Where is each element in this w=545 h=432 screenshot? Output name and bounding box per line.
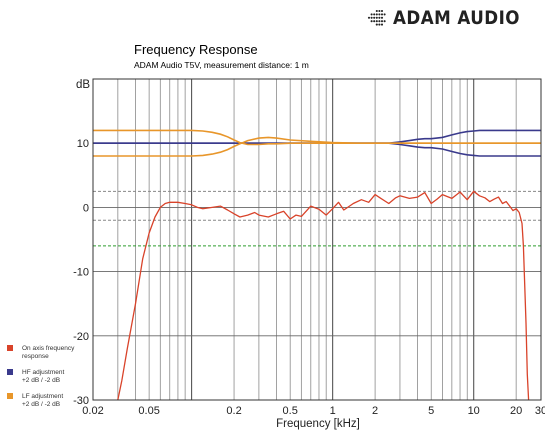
- y-tick-label: 0: [83, 202, 89, 214]
- logo-dot: [380, 9, 383, 13]
- series-line-1-upper: [93, 129, 541, 144]
- x-tick-label: 30: [535, 405, 545, 417]
- logo-dot: [383, 20, 386, 23]
- y-tick-label: -10: [73, 267, 89, 279]
- logo-dot: [375, 23, 378, 26]
- logo-dot: [380, 16, 383, 19]
- logo-dot: [378, 9, 381, 13]
- x-tick-label: 0.5: [283, 405, 298, 417]
- logo-dot: [372, 20, 375, 23]
- adam-audio-logo-icon: [367, 9, 386, 26]
- legend-label: response: [22, 353, 49, 360]
- logo-dot: [370, 20, 373, 23]
- x-tick-label: 0.02: [82, 405, 103, 417]
- y-tick-label: -30: [73, 395, 89, 407]
- logo-dot: [383, 13, 386, 16]
- x-tick-label: 2: [372, 405, 378, 417]
- y-tick-label: 10: [77, 138, 89, 150]
- legend-swatch: [7, 369, 13, 375]
- data-series: [93, 129, 541, 400]
- legend-label: +2 dB / -2 dB: [22, 377, 60, 384]
- logo-dot: [372, 16, 375, 19]
- logo-dot: [378, 23, 381, 26]
- logo-dot: [370, 16, 373, 19]
- y-axis-ticks: 10 0 -10 -20 -30: [73, 138, 89, 407]
- logo-dot: [367, 16, 370, 19]
- x-tick-label: 1: [330, 405, 336, 417]
- series-line-0: [117, 190, 530, 400]
- series-line-2-lower: [93, 136, 541, 157]
- chart-title: Frequency Response: [134, 42, 258, 57]
- y-tick-label: -20: [73, 331, 89, 343]
- x-tick-label: 0.05: [138, 405, 159, 417]
- x-axis-ticks: 0.02 0.05 0.2 0.5 1 2 5 10 20 30: [82, 405, 545, 417]
- brand-name: ADAM AUDIO: [392, 7, 520, 29]
- series-line-1-lower: [93, 142, 541, 157]
- x-tick-label: 10: [468, 405, 480, 417]
- logo-dot: [378, 13, 381, 16]
- legend-label: LF adjustment: [22, 393, 63, 400]
- legend-swatch: [7, 393, 13, 399]
- logo-dot: [380, 23, 383, 26]
- x-axis-label: Frequency [kHz]: [276, 418, 360, 430]
- x-tick-label: 0.2: [226, 405, 241, 417]
- logo-dot: [370, 13, 373, 16]
- legend-swatch: [7, 345, 13, 351]
- legend-label: HF adjustment: [22, 369, 64, 376]
- y-axis-label: dB: [76, 79, 90, 91]
- chart-subtitle: ADAM Audio T5V, measurement distance: 1 …: [134, 60, 309, 70]
- logo-dot: [378, 20, 381, 23]
- logo-dot: [375, 9, 378, 13]
- x-tick-label: 5: [428, 405, 434, 417]
- logo-dot: [372, 13, 375, 16]
- x-tick-label: 20: [510, 405, 522, 417]
- logo-dot: [380, 13, 383, 16]
- logo-dot: [380, 20, 383, 23]
- plot-frame: [92, 78, 542, 401]
- logo-dot: [375, 13, 378, 16]
- legend-label: On axis frequency: [22, 345, 75, 352]
- brand-logo: ADAM AUDIO: [367, 7, 537, 29]
- logo-dot: [378, 16, 381, 19]
- legend-label: +2 dB / -2 dB: [22, 401, 60, 408]
- logo-dot: [375, 20, 378, 23]
- logo-dot: [375, 16, 378, 19]
